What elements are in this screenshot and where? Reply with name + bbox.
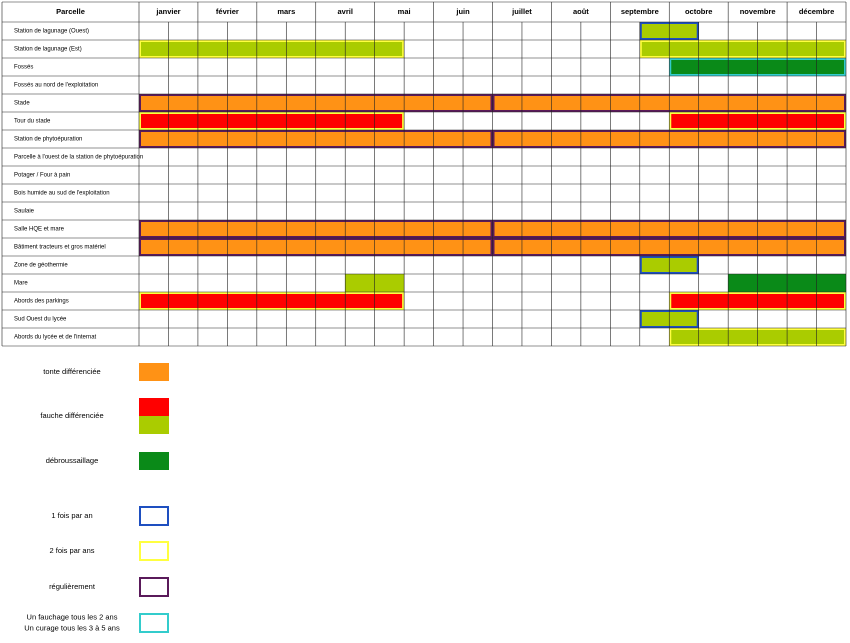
legend-swatch — [139, 363, 169, 381]
schedule-bar — [139, 40, 405, 58]
header-month: novembre — [740, 7, 776, 16]
legend-label: 2 fois par ans — [49, 546, 94, 555]
legend-swatch — [139, 398, 169, 416]
legend-label: Un fauchage tous les 2 ans — [27, 612, 118, 621]
schedule-bar — [139, 112, 405, 130]
row-label: Bois humide au sud de l'exploitation — [14, 191, 110, 197]
schedule-bar — [639, 40, 847, 58]
header-month: mai — [398, 7, 411, 16]
legend-label: Un curage tous les 3 à 5 ans — [24, 623, 120, 632]
legend-label: régulièrement — [49, 582, 96, 591]
header-month: juillet — [511, 7, 532, 16]
row-label: Stade — [14, 101, 30, 107]
header-month: décembre — [799, 7, 834, 16]
row-label: Mare — [14, 281, 28, 287]
row-label: Parcelle à l'ouest de la station de phyt… — [14, 155, 143, 161]
header-month: août — [573, 7, 589, 16]
legend-swatch — [139, 452, 169, 470]
header-month: juin — [455, 7, 470, 16]
legend-label: débroussaillage — [46, 456, 99, 465]
legend-label: 1 fois par an — [51, 511, 92, 520]
row-label: Station de phytoépuration — [14, 137, 82, 143]
row-label: Bâtiment tracteurs et gros matériel — [14, 245, 106, 251]
row-label: Sud Ouest du lycée — [14, 317, 67, 323]
header-month: février — [216, 7, 239, 16]
legend-swatch — [139, 577, 169, 597]
row-label: Station de lagunage (Ouest) — [14, 29, 89, 35]
row-label: Tour du stade — [14, 119, 51, 125]
header-month: avril — [337, 7, 352, 16]
legend-swatch — [139, 541, 169, 561]
row-label: Fossés — [14, 65, 33, 71]
header-month: octobre — [685, 7, 713, 16]
row-label: Salle HQE et mare — [14, 227, 65, 233]
row-label: Abords du lycée et de l'internat — [14, 335, 97, 341]
row-label: Saulaie — [14, 209, 35, 215]
legend-label: tonte différenciée — [43, 367, 100, 376]
row-label: Potager / Four à pain — [14, 173, 70, 179]
row-label: Fossés au nord de l'exploitation — [14, 83, 98, 89]
header-parcel: Parcelle — [56, 7, 85, 16]
legend-label: fauche différenciée — [40, 411, 103, 420]
header-month: septembre — [621, 7, 659, 16]
row-label: Abords des parkings — [14, 299, 69, 305]
legend-swatch — [139, 506, 169, 526]
header-month: janvier — [155, 7, 180, 16]
row-label: Zone de géothermie — [14, 263, 68, 269]
legend-swatch — [139, 416, 169, 434]
header-month: mars — [277, 7, 295, 16]
schedule-bar — [139, 292, 405, 310]
legend-swatch — [139, 613, 169, 633]
row-label: Station de lagunage (Est) — [14, 47, 82, 53]
